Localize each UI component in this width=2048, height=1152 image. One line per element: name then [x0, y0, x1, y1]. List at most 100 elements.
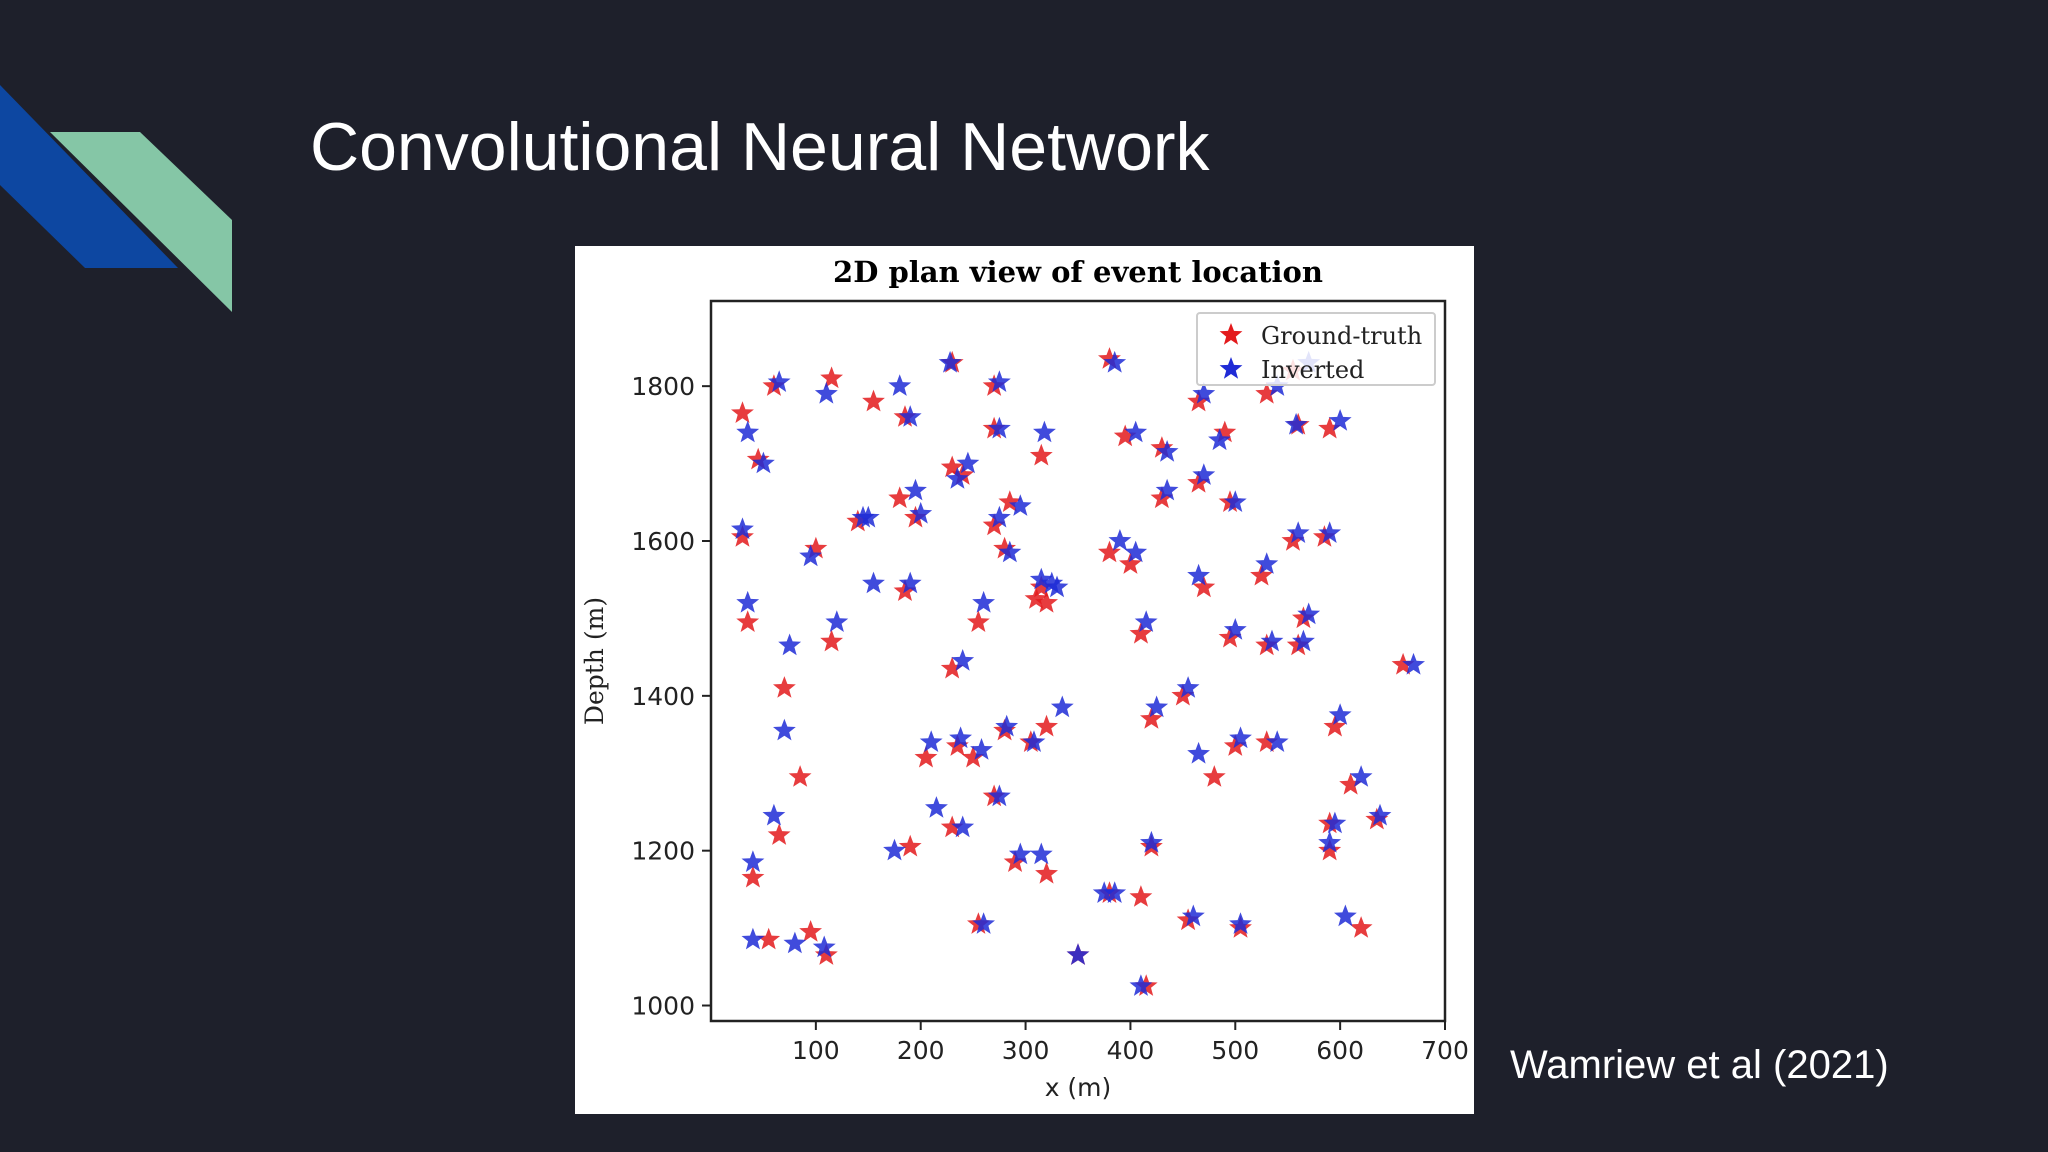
- x-axis-label: x (m): [1045, 1073, 1112, 1102]
- data-point-star: [904, 505, 927, 528]
- data-point-star: [1155, 478, 1179, 501]
- y-tick-label: 1400: [631, 682, 695, 711]
- data-point-star: [1229, 912, 1252, 934]
- scatter-chart: 2D plan view of event location 100 200 300…: [580, 255, 1469, 1102]
- data-point-star: [1318, 521, 1342, 543]
- data-point-star: [1349, 916, 1373, 938]
- x-tick-label: 100: [792, 1036, 840, 1065]
- legend: Ground-truth Inverted: [1196, 312, 1436, 386]
- data-point-star: [951, 463, 975, 485]
- data-point-star: [1113, 424, 1137, 447]
- data-point-star: [1208, 428, 1231, 451]
- data-point-star: [1029, 842, 1053, 865]
- data-point-star: [1313, 525, 1336, 547]
- data-point-star: [946, 467, 969, 489]
- series-inverted: [731, 350, 1425, 996]
- data-point-star: [1035, 590, 1058, 613]
- data-point-star: [951, 815, 975, 838]
- x-tick-label: 300: [1002, 1036, 1050, 1065]
- data-point-star: [951, 649, 975, 671]
- data-point-star: [773, 718, 796, 741]
- data-point-star: [1223, 490, 1247, 512]
- legend-star-icon: [1219, 323, 1243, 345]
- data-point-star: [898, 834, 922, 857]
- data-point-star: [1150, 436, 1174, 458]
- data-point-star: [783, 931, 807, 954]
- data-point-star: [1229, 726, 1252, 749]
- data-point-star: [1029, 575, 1053, 598]
- data-point-star: [914, 745, 938, 768]
- data-point-star: [804, 536, 828, 559]
- data-point-star: [982, 374, 1006, 396]
- data-point-star: [987, 505, 1011, 528]
- data-point-star: [1134, 610, 1158, 632]
- data-point-star: [814, 943, 838, 965]
- data-point-star: [1323, 811, 1347, 834]
- data-point-star: [1255, 381, 1279, 404]
- data-point-star: [1108, 529, 1132, 551]
- data-point-star: [1129, 621, 1153, 644]
- data-point-star: [940, 455, 964, 478]
- data-point-star: [1008, 842, 1032, 865]
- data-point-star: [1033, 420, 1056, 443]
- data-point-star: [1255, 552, 1279, 574]
- data-point-star: [1339, 772, 1362, 795]
- data-point-star: [862, 389, 885, 412]
- data-point-star: [1223, 618, 1247, 640]
- data-point-star: [1176, 676, 1200, 698]
- corner-decoration: [0, 85, 232, 312]
- data-point-star: [820, 366, 843, 389]
- data-point-star: [1292, 606, 1315, 629]
- data-point-star: [1349, 765, 1373, 787]
- x-tick-label: 600: [1316, 1036, 1364, 1065]
- data-point-star: [746, 447, 770, 470]
- data-point-star: [757, 927, 781, 950]
- axes-layer: 100 200 300 400 500 600 700 1000 1200 1400 1600 180…: [631, 372, 1468, 1065]
- slide-title: Convolutional Neural Network: [310, 109, 1210, 185]
- data-point-star: [1286, 521, 1310, 543]
- data-point-star: [1255, 730, 1279, 752]
- data-point-star: [731, 401, 754, 423]
- data-point-star: [1103, 881, 1127, 903]
- data-point-star: [1022, 730, 1046, 752]
- data-point-star: [888, 486, 912, 509]
- chart-title: 2D plan view of event location: [833, 255, 1323, 289]
- data-point-star: [1213, 420, 1237, 443]
- data-point-star: [762, 803, 786, 826]
- data-point-star: [1129, 885, 1153, 907]
- data-point-star: [1040, 571, 1064, 594]
- data-point-star: [993, 536, 1016, 559]
- data-point-star: [1402, 652, 1425, 675]
- x-tick-label: 200: [897, 1036, 945, 1065]
- y-tick-label: 1200: [631, 837, 695, 866]
- data-point-star: [1035, 714, 1058, 737]
- data-point-star: [998, 490, 1022, 512]
- data-point-star: [731, 517, 754, 540]
- data-point-star: [1029, 567, 1053, 590]
- legend-label: Inverted: [1261, 356, 1364, 384]
- data-point-star: [972, 912, 995, 934]
- data-point-star: [1145, 695, 1169, 718]
- data-point-star: [1024, 587, 1048, 609]
- y-tick-label: 1000: [631, 992, 695, 1021]
- data-point-star: [1103, 350, 1127, 373]
- data-point-star: [1181, 904, 1205, 927]
- y-tick-label: 1800: [631, 372, 695, 401]
- figure-panel: 2D plan view of event location 100 200 300…: [575, 246, 1474, 1114]
- data-point-star: [741, 927, 765, 950]
- data-point-star: [1323, 714, 1347, 737]
- legend-frame: [1196, 312, 1436, 386]
- data-point-star: [1124, 420, 1148, 443]
- data-point-star: [1092, 881, 1116, 903]
- data-point-star: [1297, 602, 1321, 625]
- data-point-star: [1045, 575, 1069, 598]
- legend-items: Ground-truth Inverted: [1219, 322, 1422, 384]
- data-point-star: [1318, 830, 1342, 853]
- data-point-star: [940, 815, 964, 838]
- data-point-star: [987, 370, 1011, 392]
- data-point-star: [995, 714, 1019, 737]
- data-point-star: [1119, 552, 1142, 574]
- data-point-star: [1192, 575, 1216, 598]
- data-point-star: [851, 505, 875, 528]
- data-point-star: [862, 571, 885, 594]
